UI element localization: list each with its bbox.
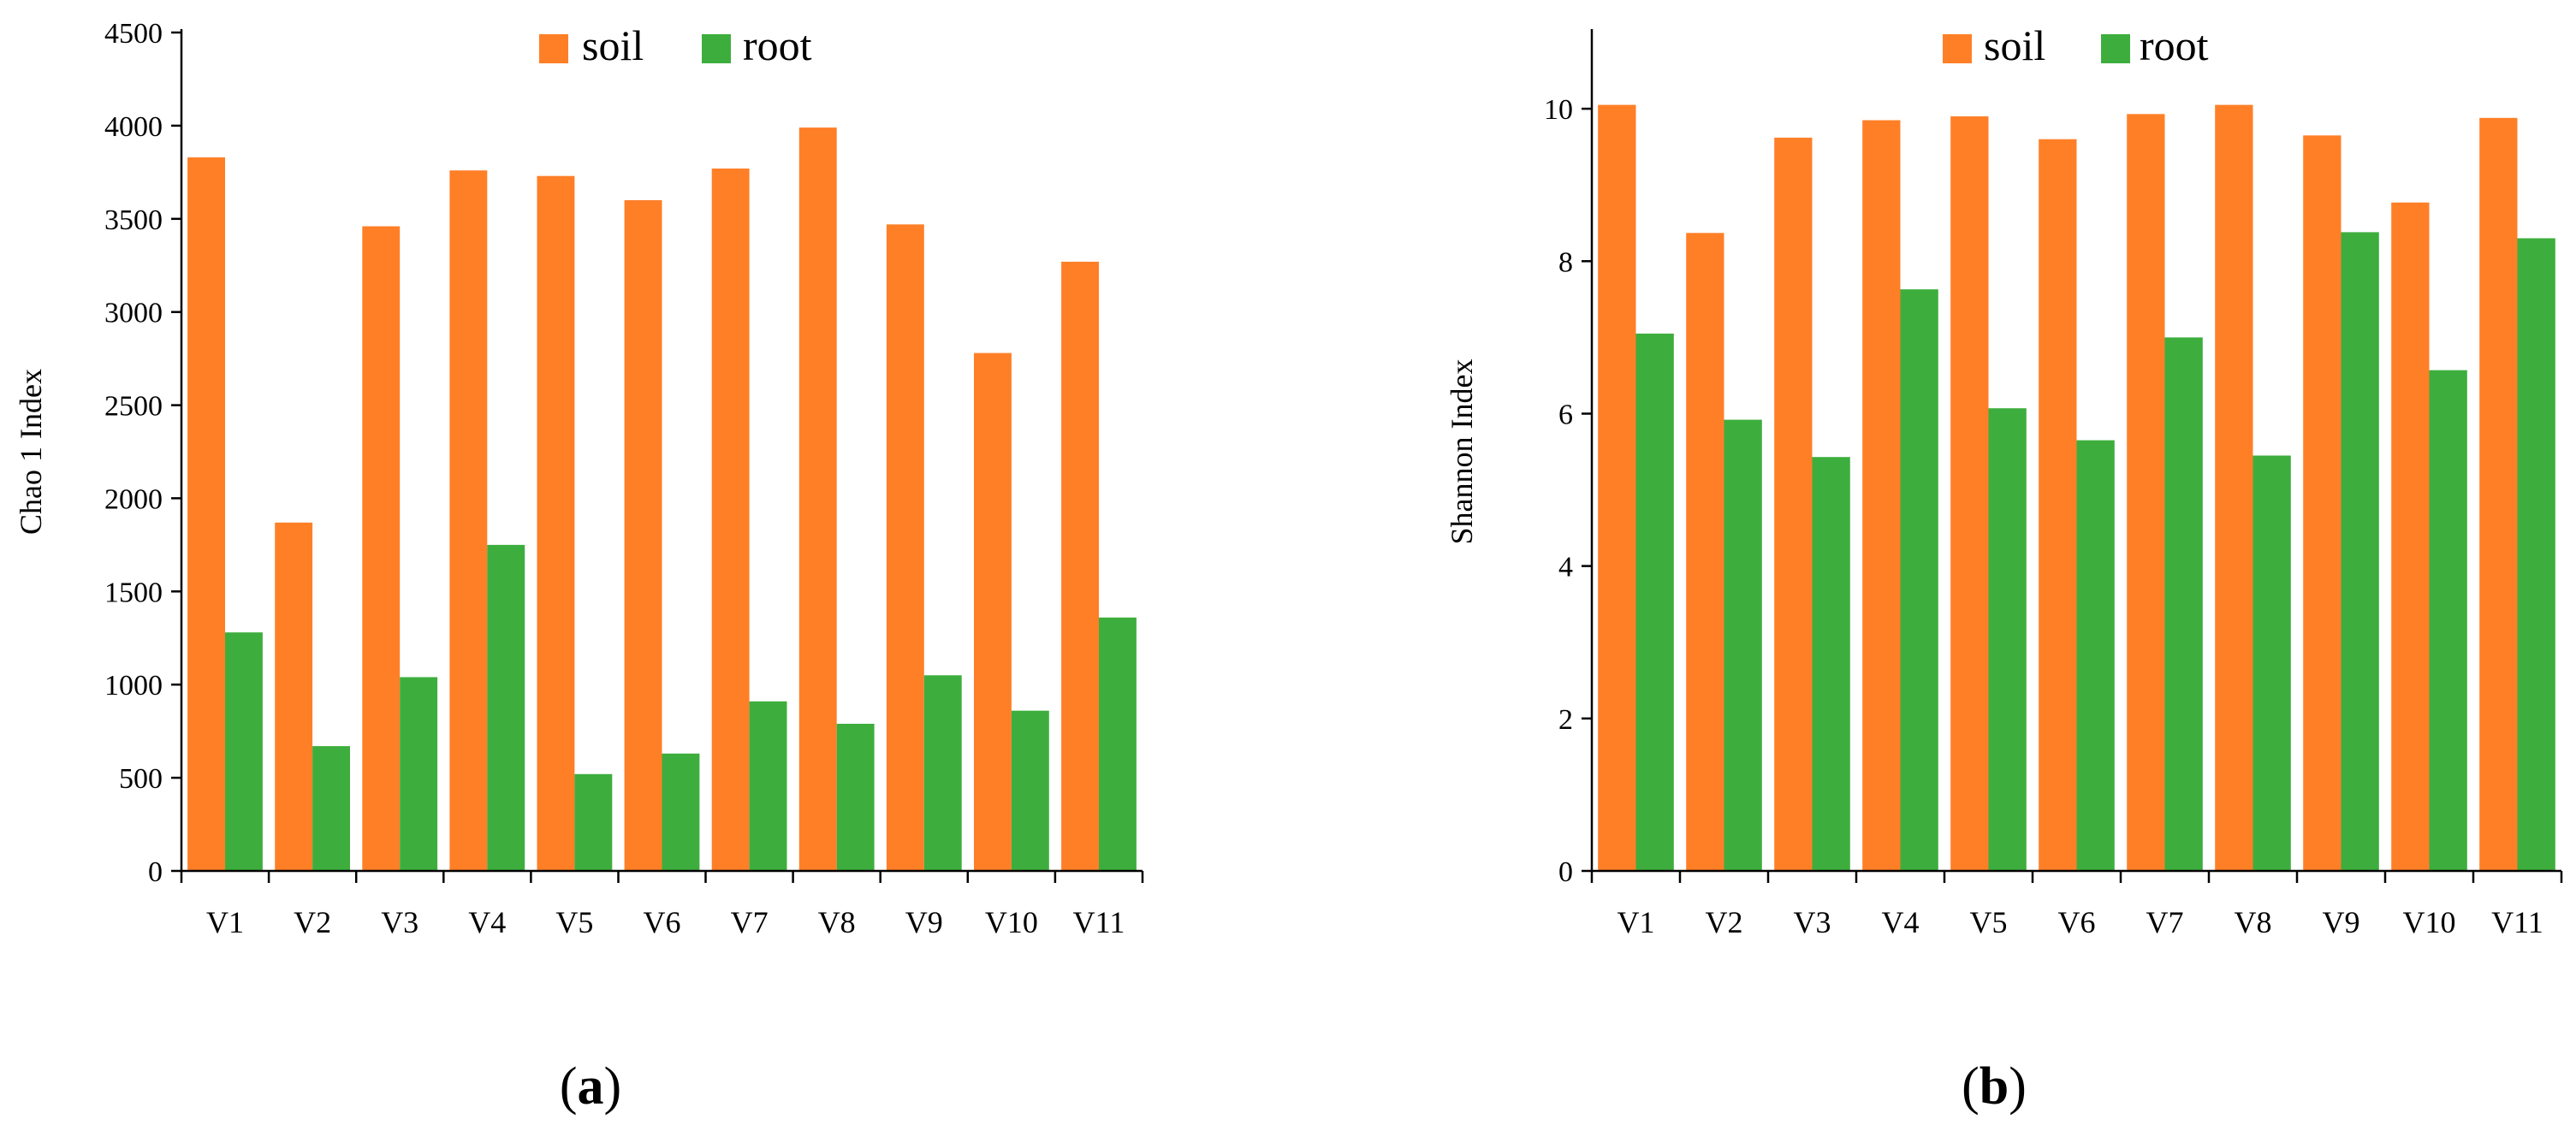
bar-root-v4: [1900, 289, 1938, 871]
y-tick-label: 2000: [104, 483, 163, 515]
bar-root-v10: [1011, 710, 1049, 871]
legend: soil root: [539, 21, 812, 69]
bar-root-v9: [923, 675, 962, 871]
y-tick-label: 10: [1544, 94, 1573, 126]
legend-swatch-root: [2101, 34, 2130, 63]
x-tick-label: V6: [2058, 905, 2096, 939]
bar-soil-v4: [449, 170, 488, 871]
bar-root-v11: [1099, 617, 1137, 871]
x-tick-label: V3: [381, 905, 418, 939]
y-axis-label: Shannon Index: [1445, 359, 1479, 545]
y-tick-label: 3500: [104, 204, 163, 236]
bar-root-v9: [2341, 232, 2379, 871]
bar-root-v7: [2164, 337, 2203, 871]
bar-root-v6: [662, 753, 700, 871]
y-tick-label: 2500: [104, 391, 163, 423]
legend-label-soil: soil: [582, 21, 644, 69]
bar-soil-v7: [2127, 114, 2165, 872]
y-tick-label: 4500: [104, 18, 163, 50]
bar-soil-v6: [624, 200, 662, 871]
bar-soil-v2: [275, 522, 313, 871]
x-tick-label: V8: [2235, 905, 2272, 939]
x-tick-label: V6: [644, 905, 681, 939]
y-axis-label: Chao 1 Index: [14, 369, 48, 535]
bar-root-v11: [2517, 238, 2555, 871]
bar-soil-v6: [2039, 139, 2077, 871]
y-tick-label: 500: [119, 763, 163, 795]
x-tick-label: V10: [2403, 905, 2456, 939]
x-tick-label: V1: [206, 905, 244, 939]
bar-root-v8: [836, 724, 875, 871]
bar-root-v1: [225, 632, 263, 871]
y-tick-label: 6: [1558, 400, 1573, 431]
bar-root-v3: [1812, 457, 1850, 871]
bar-soil-v11: [1061, 261, 1099, 871]
bar-soil-v9: [2303, 135, 2342, 872]
bar-root-v2: [1724, 419, 1762, 872]
bar-root-v1: [1635, 333, 1674, 871]
bar-soil-v8: [798, 127, 837, 872]
chart-panel-b: V1 V2 V3 V4 V5 V6 V7 V8 V9 V10 V11 0 2 4 6 8 10 Shannon I…: [1445, 21, 2563, 1116]
y-tick-label: 1500: [104, 577, 163, 608]
bar-soil-v7: [711, 169, 750, 871]
legend-label-root: root: [2140, 21, 2209, 69]
bar-soil-v2: [1686, 233, 1724, 871]
panel-label: (b): [1962, 1057, 2027, 1116]
x-tick-label: V9: [2323, 905, 2360, 939]
x-tick-label: V11: [2491, 905, 2543, 939]
y-tick-label: 4: [1558, 552, 1573, 583]
y-tick-label: 3000: [104, 298, 163, 329]
bar-soil-v5: [1950, 116, 1989, 871]
bar-soil-v1: [1598, 104, 1636, 872]
x-tick-label: V4: [1882, 905, 1920, 939]
bar-root-v2: [312, 746, 350, 871]
bar-root-v10: [2429, 370, 2467, 871]
x-tick-label: V9: [905, 905, 943, 939]
bar-root-v3: [400, 677, 438, 871]
bar-root-v5: [574, 773, 613, 871]
x-tick-label: V1: [1617, 905, 1655, 939]
chart-panel-a: V1 V2 V3 V4 V5 V6 V7 V8 V9 V10 V11 0 500 1000 1500 2000…: [14, 18, 1144, 1116]
y-tick-label: 8: [1558, 246, 1573, 278]
y-tick-label: 0: [1558, 856, 1573, 888]
legend-swatch-root: [702, 34, 731, 63]
y-tick-label: 2: [1558, 704, 1573, 736]
legend-label-root: root: [743, 21, 812, 69]
legend-swatch-soil: [1943, 34, 1972, 63]
bar-soil-v10: [974, 352, 1012, 872]
legend-label-soil: soil: [1984, 21, 2045, 69]
y-tick-label: 1000: [104, 670, 163, 702]
bar-soil-v3: [1774, 137, 1813, 871]
bar-soil-v5: [537, 175, 575, 871]
x-tick-label: V5: [555, 905, 593, 939]
legend: soil root: [1943, 21, 2209, 69]
bar-root-v6: [2076, 440, 2115, 871]
x-tick-label: V8: [818, 905, 856, 939]
x-tick-label: V7: [731, 905, 769, 939]
x-tick-label: V2: [1706, 905, 1743, 939]
x-tick-label: V5: [1970, 905, 2008, 939]
bar-root-v7: [749, 701, 787, 871]
panel-label: (a): [560, 1057, 621, 1116]
y-tick-label: 0: [148, 856, 163, 888]
y-tick-label: 4000: [104, 111, 163, 143]
x-tick-label: V2: [294, 905, 331, 939]
x-tick-label: V11: [1073, 905, 1125, 939]
legend-swatch-soil: [539, 34, 568, 63]
bar-soil-v9: [886, 224, 924, 871]
x-tick-label: V7: [2146, 905, 2184, 939]
bar-soil-v11: [2479, 117, 2518, 872]
x-tick-label: V4: [468, 905, 506, 939]
bar-soil-v10: [2391, 202, 2430, 871]
bar-soil-v8: [2215, 104, 2253, 872]
bar-soil-v4: [1862, 120, 1901, 871]
bar-root-v4: [487, 544, 525, 871]
bar-soil-v3: [362, 226, 401, 871]
bar-root-v5: [1988, 408, 2027, 871]
bar-root-v8: [2253, 455, 2291, 871]
x-tick-label: V3: [1794, 905, 1831, 939]
bar-soil-v1: [187, 157, 225, 871]
x-tick-label: V10: [985, 905, 1038, 939]
